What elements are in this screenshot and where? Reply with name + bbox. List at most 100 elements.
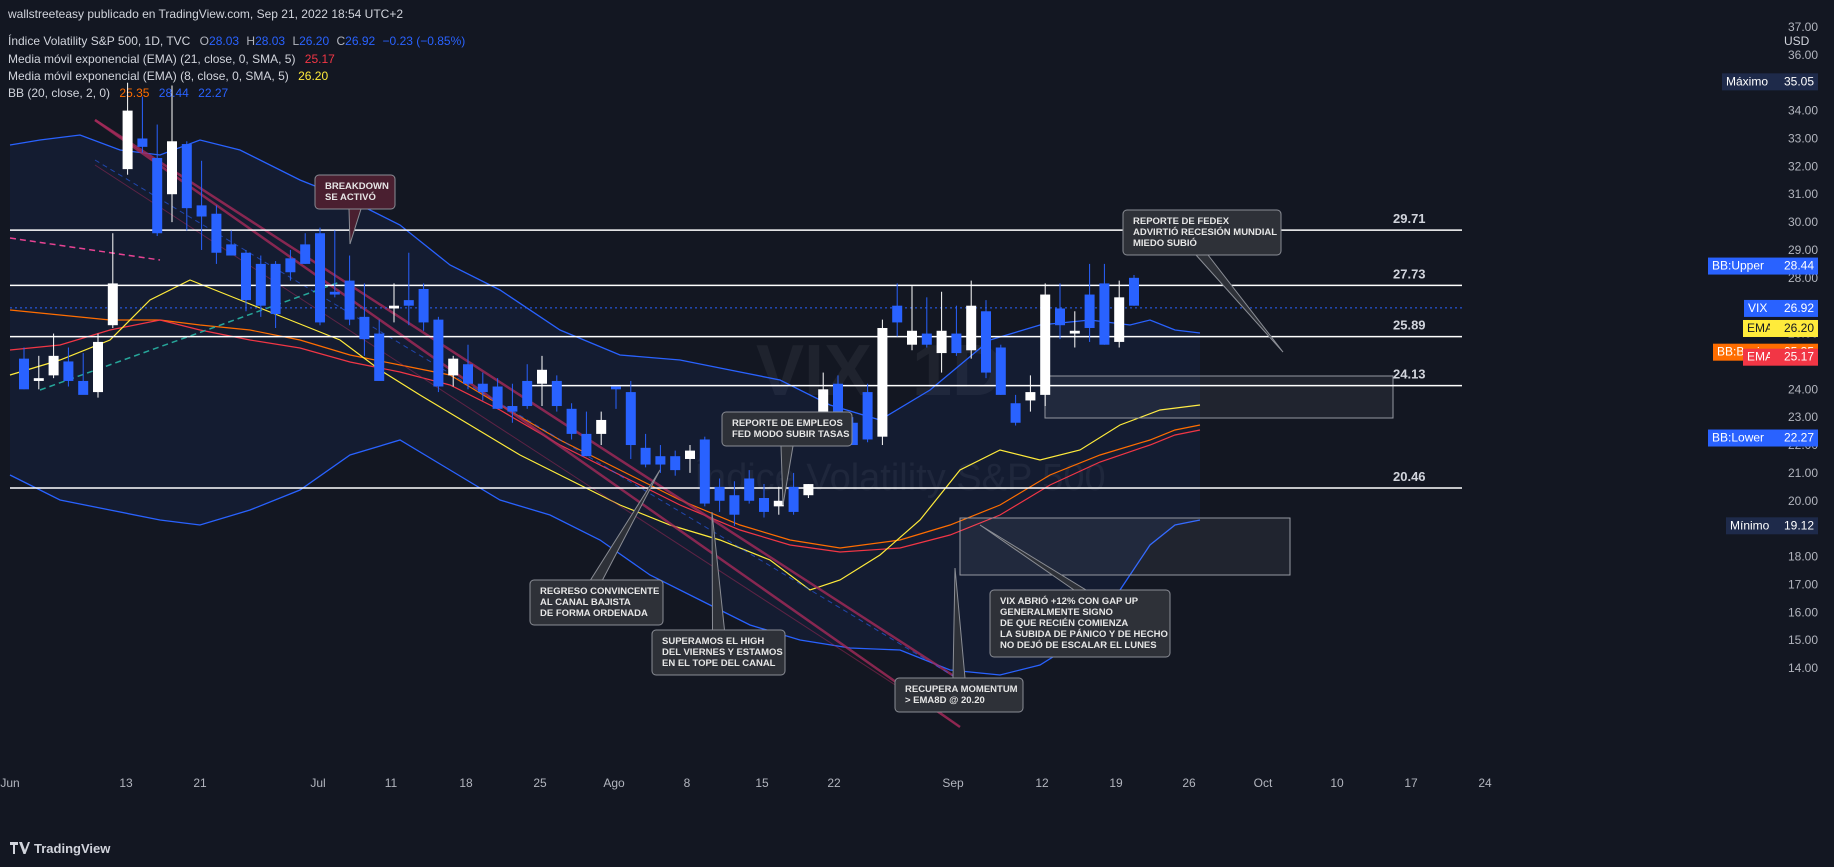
price-badge-value-bg xyxy=(1770,73,1818,91)
price-badge-label-bg xyxy=(1743,348,1770,366)
price-badge-value-bg xyxy=(1770,319,1818,337)
price-badge-label: Máximo xyxy=(1726,74,1768,88)
support-dashed-line xyxy=(39,281,341,391)
candle-body xyxy=(1025,392,1036,401)
y-tick-label: 34.00 xyxy=(1788,104,1818,118)
bb-basis-value: 25.35 xyxy=(119,86,150,100)
price-badge-label-bg xyxy=(1708,429,1770,447)
price-badge-label: VIX xyxy=(1748,301,1767,315)
close-key: C xyxy=(336,34,346,48)
candle-body xyxy=(981,311,991,373)
candle-body xyxy=(19,358,29,390)
candle-body xyxy=(655,456,666,465)
candle-body xyxy=(537,369,547,384)
candle-body xyxy=(759,497,769,512)
annotation-text: VIX ABRIÓ +12% CON GAP UP xyxy=(1000,595,1139,607)
y-tick-label: 16.00 xyxy=(1788,605,1818,619)
candle-body xyxy=(33,378,44,381)
candle-body xyxy=(418,288,429,323)
x-tick-label: 22 xyxy=(827,776,841,790)
ema8-line xyxy=(9,279,1201,591)
published-by: wallstreeteasy publicado en TradingView.… xyxy=(8,7,404,21)
candle-body xyxy=(122,110,133,170)
tradingview-icon xyxy=(10,842,30,857)
price-badge-value: 26.20 xyxy=(1784,321,1814,335)
price-badge-value-bg xyxy=(1770,517,1818,535)
annotation-text: RECUPERA MOMENTUM xyxy=(905,684,1018,695)
channel-mid-line xyxy=(94,164,961,728)
x-tick-label: 21 xyxy=(193,776,207,790)
level-label: 27.73 xyxy=(1393,266,1426,281)
candle-body xyxy=(1099,283,1110,345)
tradingview-logo[interactable]: TradingView xyxy=(10,841,110,857)
y-tick-label: 36.00 xyxy=(1788,48,1818,62)
candle-body xyxy=(1010,403,1021,423)
candle-body xyxy=(448,358,459,376)
candle-body xyxy=(93,341,103,393)
candle-body xyxy=(729,495,740,515)
candle-body xyxy=(270,263,281,315)
annotation-text: SE ACTIVÓ xyxy=(325,191,376,203)
candle-body xyxy=(847,422,858,446)
annotation-text: MIEDO SUBIÓ xyxy=(1133,237,1197,249)
y-tick-label: 32.00 xyxy=(1788,159,1818,173)
candle-body xyxy=(167,141,177,195)
candle-body xyxy=(211,213,222,253)
price-badge-value: 35.05 xyxy=(1784,74,1814,88)
ema8-legend[interactable]: Media móvil exponencial (EMA) (8, close,… xyxy=(8,69,328,83)
y-tick-label: 29.00 xyxy=(1788,243,1818,257)
ema21-legend[interactable]: Media móvil exponencial (EMA) (21, close… xyxy=(8,52,335,66)
currency-label: USD xyxy=(1784,34,1810,48)
candle-body xyxy=(522,380,533,407)
x-axis[interactable]: Jun 13 21 Jul 11 18 25 Ago 8 15 22 Sep 12 19 26 Oct 10 17… xyxy=(0,776,1492,790)
change-value: −0.23 (−0.85%) xyxy=(382,34,466,48)
ema8-label: Media móvil exponencial (EMA) (8, close,… xyxy=(8,69,289,83)
high-key: H xyxy=(246,34,256,48)
price-badge-value: 22.27 xyxy=(1784,431,1814,445)
symbol-legend[interactable]: Índice Volatility S&P 500, 1D, TVC O28.0… xyxy=(8,34,469,48)
price-badge-value-bg xyxy=(1770,429,1818,447)
candle-body xyxy=(670,456,681,471)
candle-body xyxy=(285,258,296,273)
annotation-text: REPORTE DE FEDEX xyxy=(1133,216,1230,227)
candle-body xyxy=(936,330,947,354)
candle-body xyxy=(389,305,399,309)
x-tick-label: 24 xyxy=(1478,776,1492,790)
price-badge-label: BB:Upper xyxy=(1712,259,1764,273)
bb-lower-value: 22.27 xyxy=(198,86,229,100)
open-key: O xyxy=(199,34,210,48)
candle-body xyxy=(137,138,148,147)
bearish-channel xyxy=(9,118,961,729)
annotation-text: DE QUE RECIÉN COMIENZA xyxy=(1000,618,1128,629)
x-tick-label: Sep xyxy=(942,776,964,790)
candle-body xyxy=(640,447,651,465)
bb-basis-line xyxy=(9,309,1201,549)
annotation-box xyxy=(1122,209,1282,256)
candle-body xyxy=(255,263,266,306)
price-badge-label-bg xyxy=(1708,257,1770,275)
annotation-text: DEL VIERNES Y ESTAMOS xyxy=(662,647,783,658)
price-badge-value: 19.12 xyxy=(1784,518,1814,532)
candle-body xyxy=(596,419,607,434)
price-badge-label-bg xyxy=(1726,517,1770,535)
candle-body xyxy=(921,333,932,345)
breakdown-dashed-line xyxy=(9,237,161,261)
price-badge-label: BB:Lower xyxy=(1712,431,1764,445)
annotation-text: ADVIRTIÓ RECESIÓN MUNDIAL xyxy=(1133,226,1277,238)
bb-legend[interactable]: BB (20, close, 2, 0) 25.35 28.44 22.27 xyxy=(8,86,228,100)
candle-body xyxy=(344,280,355,320)
ema21-label: Media móvil exponencial (EMA) (21, close… xyxy=(8,52,296,66)
candle-body xyxy=(625,392,636,446)
candle-body xyxy=(374,333,385,381)
candle-body xyxy=(995,347,1006,395)
price-badge-label: Mínimo xyxy=(1730,518,1770,532)
y-tick-label: 21.00 xyxy=(1788,466,1818,480)
candle-body xyxy=(714,486,725,501)
x-tick-label: 10 xyxy=(1330,776,1344,790)
candle-body xyxy=(699,439,710,504)
x-tick-label: 26 xyxy=(1182,776,1196,790)
candle-body xyxy=(1084,294,1095,328)
candle-body xyxy=(788,486,799,512)
